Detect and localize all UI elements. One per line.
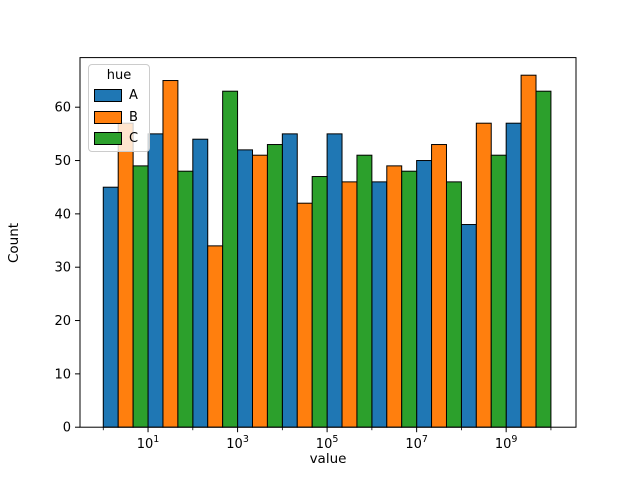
legend-swatch-c — [94, 132, 122, 146]
legend: hue A B C — [88, 64, 150, 152]
bar-A-bin7 — [416, 160, 433, 428]
bar-A-bin2 — [192, 138, 209, 428]
bar-A-bin6 — [371, 181, 388, 428]
bar-B-bin9 — [520, 74, 537, 428]
y-tick-label: 50 — [54, 154, 71, 169]
legend-label-c: C — [129, 131, 139, 147]
bar-B-bin4 — [296, 202, 313, 428]
y-axis-label: Count — [6, 222, 22, 264]
y-tick-label: 40 — [54, 207, 71, 222]
legend-item-a: A — [89, 85, 149, 107]
legend-title: hue — [106, 68, 132, 83]
bar-A-bin5 — [326, 133, 343, 428]
bar-C-bin8 — [490, 154, 507, 428]
x-tick-label: 105 — [316, 434, 339, 452]
legend-label-b: B — [129, 109, 138, 125]
bar-B-bin0 — [117, 122, 134, 428]
axes-spines — [79, 57, 577, 428]
bar-C-bin3 — [266, 144, 283, 428]
y-tick-label: 0 — [63, 421, 71, 436]
y-tick-label: 60 — [54, 101, 71, 116]
bar-C-bin9 — [535, 90, 552, 428]
bar-B-bin3 — [252, 154, 268, 428]
bar-C-bin7 — [445, 181, 462, 428]
x-tick-label: 107 — [405, 434, 428, 452]
legend-item-b: B — [89, 107, 149, 129]
x-tick-label: 103 — [226, 434, 249, 452]
bar-A-bin0 — [102, 186, 119, 428]
bar-A-bin3 — [237, 149, 253, 428]
legend-swatch-b — [94, 110, 122, 124]
bar-C-bin0 — [132, 165, 149, 428]
bar-B-bin6 — [386, 165, 403, 428]
bar-A-bin9 — [505, 122, 522, 428]
legend-label-a: A — [129, 88, 138, 104]
bar-C-bin6 — [401, 170, 418, 428]
bar-C-bin2 — [222, 90, 239, 428]
y-tick-label: 20 — [54, 314, 71, 329]
bar-A-bin8 — [460, 224, 477, 428]
x-axis-label: value — [309, 451, 347, 467]
bar-A-bin1 — [147, 133, 164, 428]
bar-B-bin8 — [475, 122, 492, 428]
bar-A-bin4 — [281, 133, 298, 428]
y-tick-label: 10 — [54, 367, 71, 382]
bar-B-bin5 — [341, 181, 358, 428]
x-tick-label: 109 — [495, 434, 518, 452]
bar-C-bin4 — [311, 176, 328, 428]
bar-B-bin2 — [207, 245, 224, 428]
legend-swatch-a — [94, 89, 122, 103]
x-tick-label: 101 — [137, 434, 160, 452]
bar-C-bin5 — [356, 154, 373, 428]
bar-C-bin1 — [177, 170, 194, 428]
bar-B-bin7 — [431, 144, 447, 428]
bar-B-bin1 — [162, 80, 179, 428]
legend-item-c: C — [89, 128, 149, 150]
y-tick-label: 30 — [54, 261, 71, 276]
